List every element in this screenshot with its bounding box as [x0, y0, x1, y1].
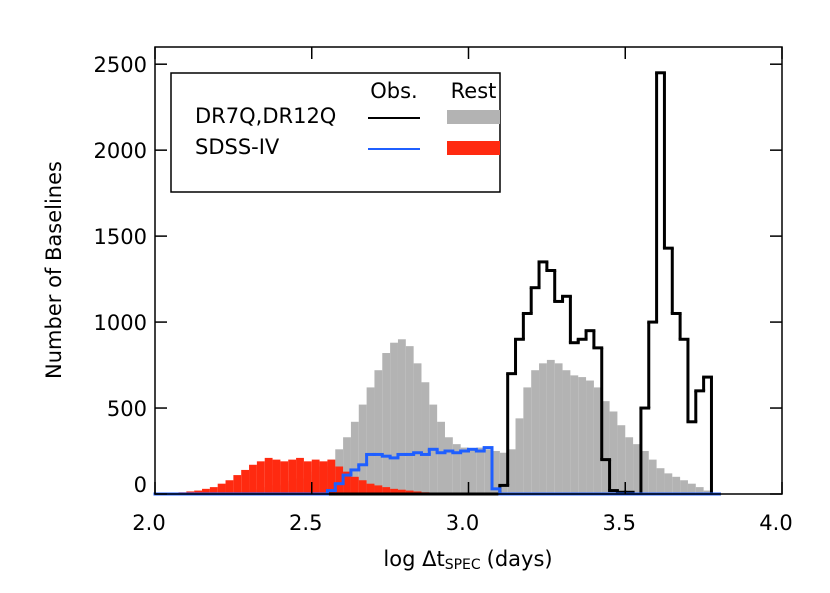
histogram-bar: [358, 480, 367, 494]
histogram-bar: [374, 370, 383, 494]
histogram-bar: [515, 418, 524, 494]
histogram-bar: [468, 449, 477, 494]
histogram-bar: [358, 404, 367, 494]
y-tick-label: 1500: [94, 225, 147, 249]
histogram-bar: [444, 437, 453, 494]
legend-label: DR7Q,DR12Q: [195, 104, 336, 128]
histogram-bar: [531, 370, 540, 494]
histogram-bar: [452, 444, 461, 494]
histogram-bar: [319, 461, 328, 494]
legend-label: SDSS-IV: [195, 135, 280, 159]
x-axis-label: log ΔtSPEC (days): [383, 547, 552, 573]
y-tick-label: 500: [107, 397, 147, 421]
histogram-bar: [499, 452, 508, 494]
legend-swatch: [447, 110, 500, 124]
x-label-unit: (days): [487, 547, 553, 571]
x-label-sub: SPEC: [445, 557, 481, 573]
histogram-bar: [272, 459, 281, 494]
histogram-bar: [390, 488, 398, 494]
histogram-bar: [703, 490, 712, 494]
histogram-bar: [672, 476, 681, 494]
histogram-bar: [593, 387, 602, 494]
histogram-bar: [374, 485, 383, 494]
histogram-bar: [327, 459, 336, 494]
histogram-bar: [625, 437, 634, 494]
histogram-bar: [390, 342, 398, 494]
histogram-bar: [554, 363, 563, 494]
histogram-bar: [656, 468, 665, 494]
histogram-bar: [311, 459, 320, 494]
x-tick-label: 2.5: [289, 511, 322, 535]
histogram-bar: [648, 459, 657, 494]
y-tick-label: 1000: [94, 311, 147, 335]
histogram-bar: [335, 466, 344, 494]
y-tick-label: 2500: [94, 53, 147, 77]
x-tick-label: 3.5: [603, 511, 636, 535]
histogram-bar: [523, 387, 532, 494]
y-axis-label: Number of Baselines: [42, 161, 66, 379]
y-tick-label: 2000: [94, 139, 147, 163]
x-label-main: log Δt: [383, 547, 444, 571]
histogram-bar: [617, 425, 626, 494]
x-tick-label: 3.0: [446, 511, 479, 535]
histogram-bar: [280, 461, 289, 494]
histogram-bar: [343, 437, 351, 494]
x-tick-label: 2.0: [132, 511, 165, 535]
histogram-bar: [437, 421, 445, 494]
histogram-bar: [492, 451, 500, 494]
histogram-bar: [303, 461, 312, 494]
histogram-bar: [539, 363, 547, 494]
histogram-bar: [405, 490, 414, 494]
histogram-bar: [460, 447, 469, 494]
histogram-bar: [397, 339, 406, 494]
histogram-bar: [507, 449, 516, 494]
histogram-bar: [350, 421, 359, 494]
histogram-bar: [366, 387, 375, 494]
histogram-bar: [225, 480, 234, 494]
legend-column-header: Rest: [451, 79, 497, 103]
histogram-bar: [421, 382, 430, 494]
histogram-bar: [350, 476, 359, 494]
histogram-bar: [546, 359, 555, 494]
histogram-bar: [586, 380, 594, 494]
histogram-bar: [578, 377, 587, 494]
histogram-bar: [296, 457, 304, 494]
legend-box: [170, 72, 501, 193]
histogram-bar: [366, 483, 375, 494]
x-tick-label: 4.0: [759, 511, 792, 535]
histogram-bar: [484, 449, 493, 494]
histogram-bar: [343, 471, 351, 494]
histogram-bar: [233, 475, 242, 494]
histogram-bar: [633, 444, 641, 494]
histogram-bar: [664, 473, 673, 494]
histogram-bar: [609, 411, 618, 494]
histogram-bar: [695, 487, 704, 494]
histogram-bar: [217, 483, 226, 494]
histogram-bar: [570, 375, 579, 494]
histogram-bar: [680, 480, 688, 494]
histogram-bar: [562, 370, 571, 494]
histogram-bar: [640, 451, 649, 494]
histogram-bar: [249, 464, 257, 494]
legend-swatch: [447, 141, 500, 155]
histogram-bar: [288, 459, 297, 494]
legend-column-header: Obs.: [370, 79, 417, 103]
histogram-bar: [209, 487, 218, 494]
histogram-bar: [241, 469, 250, 494]
histogram-bar: [382, 487, 391, 494]
histogram-bar: [382, 353, 391, 494]
histogram-bar: [202, 488, 210, 494]
histogram-bar: [413, 363, 422, 494]
histogram-bar: [194, 490, 203, 494]
histogram-bar: [476, 447, 485, 494]
histogram-bar: [601, 401, 610, 494]
histogram-bar: [687, 483, 696, 494]
histogram-bar: [256, 461, 265, 494]
histogram-bar: [264, 457, 273, 494]
y-tick-label: 0: [134, 473, 147, 497]
histogram-bar: [405, 346, 414, 494]
histogram-bar: [397, 489, 406, 494]
